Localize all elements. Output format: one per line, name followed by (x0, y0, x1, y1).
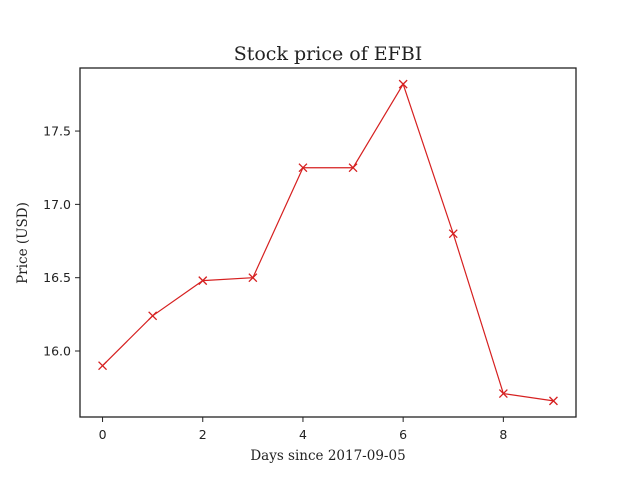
y-tick-label: 17.5 (43, 124, 71, 139)
chart-title: Stock price of EFBI (234, 43, 423, 65)
x-tick-label: 0 (99, 427, 107, 442)
y-axis: 16.0 16.5 17.0 17.5 (43, 124, 80, 359)
y-axis-label: Price (USD) (15, 202, 31, 284)
data-point-marker (148, 311, 158, 321)
x-axis: 0 2 4 6 8 (99, 417, 507, 442)
plot-area (98, 79, 558, 406)
x-tick-label: 4 (299, 427, 307, 442)
y-tick-label: 16.0 (43, 344, 71, 359)
data-point-marker (348, 163, 358, 173)
x-axis-label: Days since 2017-09-05 (250, 448, 405, 464)
x-tick-label: 8 (499, 427, 507, 442)
data-point-marker (448, 229, 458, 239)
plot-frame (79, 67, 577, 418)
series-line (102, 82, 554, 402)
x-tick-label: 6 (399, 427, 407, 442)
data-point-marker (248, 273, 258, 283)
data-point-marker (298, 163, 308, 173)
data-point-marker (198, 276, 208, 286)
data-point-marker (98, 361, 108, 371)
data-point-marker (548, 396, 558, 406)
y-tick-label: 16.5 (43, 270, 71, 285)
data-point-marker (498, 389, 508, 398)
x-tick-label: 2 (199, 427, 207, 442)
y-tick-label: 17.0 (43, 197, 71, 212)
data-point-marker (398, 79, 408, 89)
